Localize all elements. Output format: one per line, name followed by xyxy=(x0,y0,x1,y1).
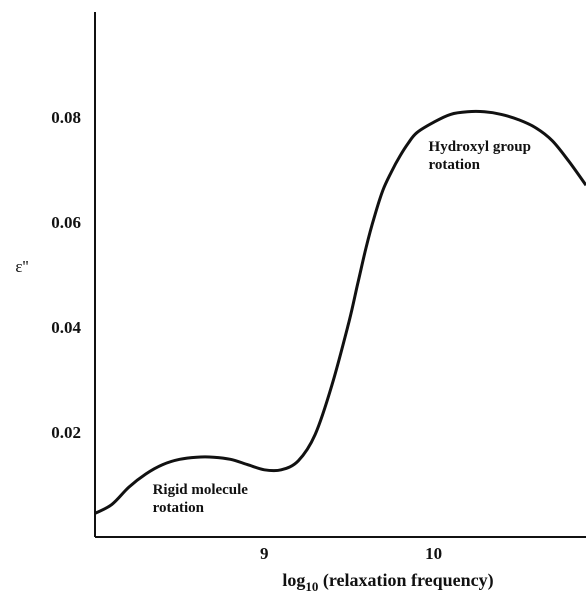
series-group xyxy=(94,109,586,515)
y-tick-label: 0.08 xyxy=(51,108,81,127)
annotations: Rigid molecule rotation Hydroxyl group rota… xyxy=(153,139,531,516)
annotation-label: Hydroxyl group rotation xyxy=(429,139,531,173)
y-tick-label: 0.06 xyxy=(51,213,81,232)
x-tick-label: 9 xyxy=(260,544,269,563)
y-tick-label: 0.04 xyxy=(51,318,81,337)
x-axis-label-subscript: 10 xyxy=(305,579,318,594)
y-tick-labels: 0.02 0.04 0.06 0.08 xyxy=(51,108,81,442)
y-axis-label: ε'' xyxy=(15,257,28,276)
y-tick-label: 0.02 xyxy=(51,423,81,442)
x-axis-label-suffix: (relaxation frequency) xyxy=(318,570,493,591)
x-axis-label: log10 (relaxation frequency) xyxy=(282,570,493,594)
series-line xyxy=(94,109,586,515)
x-tick-label: 10 xyxy=(425,544,442,563)
x-tick-labels: 9 10 xyxy=(260,544,442,563)
x-axis-label-prefix: log xyxy=(282,570,305,590)
annotation-label: Rigid molecule rotation xyxy=(153,482,249,516)
